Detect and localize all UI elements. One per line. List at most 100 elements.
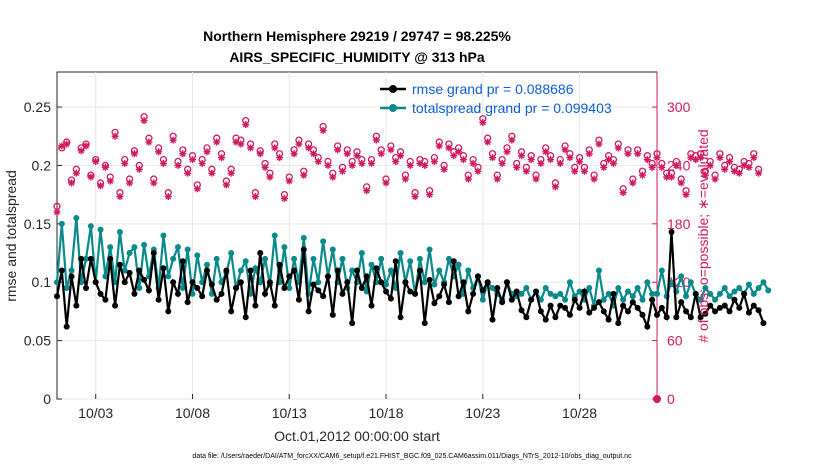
- obs-evaluated-marker: [474, 167, 482, 175]
- rmse-point: [649, 296, 656, 303]
- rmse-point: [533, 288, 540, 295]
- y-axis-left: 0 0.05 0.1 0.15 0.2 0.25: [24, 99, 62, 407]
- obs-evaluated-stroke: [412, 193, 419, 200]
- totalspread-point: [566, 279, 573, 286]
- obs-evaluated-stroke: [600, 164, 607, 171]
- totalspread-point: [83, 255, 90, 262]
- obs-evaluated-marker: [459, 156, 467, 164]
- rmse-point: [465, 308, 472, 315]
- rmse-point: [199, 293, 206, 300]
- rmse-point: [470, 290, 477, 297]
- obs-evaluated-stroke: [145, 139, 152, 146]
- rmse-point: [83, 285, 90, 292]
- totalspread-point: [745, 281, 752, 288]
- totalspread-point: [281, 244, 288, 251]
- obs-evaluated-marker: [464, 175, 472, 183]
- rmse-point: [155, 296, 162, 303]
- obs-evaluated-marker: [130, 150, 138, 158]
- obs-evaluated-marker: [256, 150, 264, 158]
- obs-evaluated-marker: [426, 191, 434, 199]
- obs-evaluated-marker: [629, 179, 637, 187]
- totalspread-point: [126, 250, 133, 257]
- obs-evaluated-stroke: [281, 195, 288, 202]
- rmse-point: [300, 246, 307, 253]
- rmse-point: [150, 250, 157, 257]
- x-tick-label: 10/03: [78, 405, 113, 421]
- obs-evaluated-stroke: [455, 148, 462, 155]
- totalspread-point: [649, 290, 656, 297]
- rmse-point: [542, 316, 549, 323]
- obs-evaluated-marker: [227, 169, 235, 177]
- obs-evaluated-stroke: [392, 158, 399, 165]
- obs-evaluated-marker: [440, 165, 448, 173]
- rmse-point: [741, 290, 748, 297]
- obs-evaluated-stroke: [92, 158, 99, 165]
- totalspread-point: [63, 285, 70, 292]
- obs-evaluated-marker: [242, 121, 250, 129]
- obs-evaluated-marker: [755, 169, 763, 177]
- obs-evaluated-marker: [276, 154, 284, 162]
- rmse-point: [499, 299, 506, 306]
- totalspread-point: [421, 279, 428, 286]
- obs-evaluated-marker: [77, 147, 85, 155]
- obs-evaluated-stroke: [523, 168, 530, 175]
- rmse-point: [576, 304, 583, 311]
- totalspread-point: [174, 244, 181, 251]
- obs-evaluated-marker: [338, 167, 346, 175]
- obs-evaluated-marker: [547, 156, 555, 164]
- obs-evaluated-marker: [595, 140, 603, 148]
- totalspread-point: [765, 287, 772, 294]
- obs-evaluated-stroke: [315, 158, 322, 165]
- totalspread-point: [131, 244, 138, 251]
- rmse-point: [349, 320, 356, 327]
- rmse-point: [552, 314, 559, 321]
- totalspread-point: [595, 267, 602, 274]
- obs-evaluated-marker: [387, 146, 395, 154]
- rmse-point: [537, 308, 544, 315]
- obs-evaluated-marker: [169, 136, 177, 144]
- obs-evaluated-stroke: [184, 170, 191, 177]
- obs-evaluated-marker: [585, 150, 593, 158]
- obs-evaluated-stroke: [150, 180, 157, 186]
- rmse-point: [223, 267, 230, 274]
- obs-evaluated-stroke: [354, 152, 360, 159]
- totalspread-point: [629, 293, 636, 300]
- rmse-point: [450, 258, 457, 265]
- obs-evaluated-marker: [624, 150, 632, 158]
- obs-evaluated-stroke: [112, 133, 119, 140]
- y-right-tick-label: 0: [667, 391, 675, 407]
- totalspread-point: [170, 255, 177, 262]
- totalspread-point: [644, 279, 651, 286]
- totalspread-point: [479, 296, 486, 303]
- obs-evaluated-marker: [672, 161, 680, 169]
- obs-evaluated-stroke: [208, 170, 215, 177]
- x-tick-label: 10/08: [175, 405, 210, 421]
- y-axis-label: rmse and totalspread: [3, 170, 19, 302]
- obs-evaluated-stroke: [658, 164, 665, 171]
- obs-evaluated-stroke: [141, 117, 148, 124]
- obs-evaluated-stroke: [697, 154, 704, 161]
- obs-evaluated-stroke: [755, 170, 762, 177]
- totalspread-point: [445, 255, 452, 262]
- totalspread-point: [600, 296, 607, 303]
- obs-evaluated-marker: [97, 182, 105, 190]
- obs-evaluated-marker: [706, 161, 714, 169]
- rmse-point: [683, 308, 690, 315]
- rmse-point: [87, 255, 94, 262]
- rmse-point: [378, 279, 385, 286]
- obs-evaluated-marker: [600, 163, 608, 171]
- obs-evaluated-stroke: [494, 176, 501, 182]
- obs-evaluated-marker: [668, 173, 676, 181]
- obs-evaluated-stroke: [552, 183, 559, 190]
- obs-evaluated-stroke: [629, 180, 636, 186]
- obs-evaluated-marker: [735, 169, 743, 177]
- totalspread-point: [213, 255, 220, 262]
- totalspread-point: [605, 290, 612, 297]
- totalspread-point: [310, 255, 317, 262]
- obs-evaluated-marker: [290, 150, 298, 158]
- obs-evaluated-stroke: [160, 160, 167, 167]
- rmse-point: [412, 290, 419, 297]
- obs-evaluated-stroke: [189, 156, 196, 163]
- obs-evaluated-stroke: [305, 144, 312, 151]
- rmse-point: [658, 304, 665, 311]
